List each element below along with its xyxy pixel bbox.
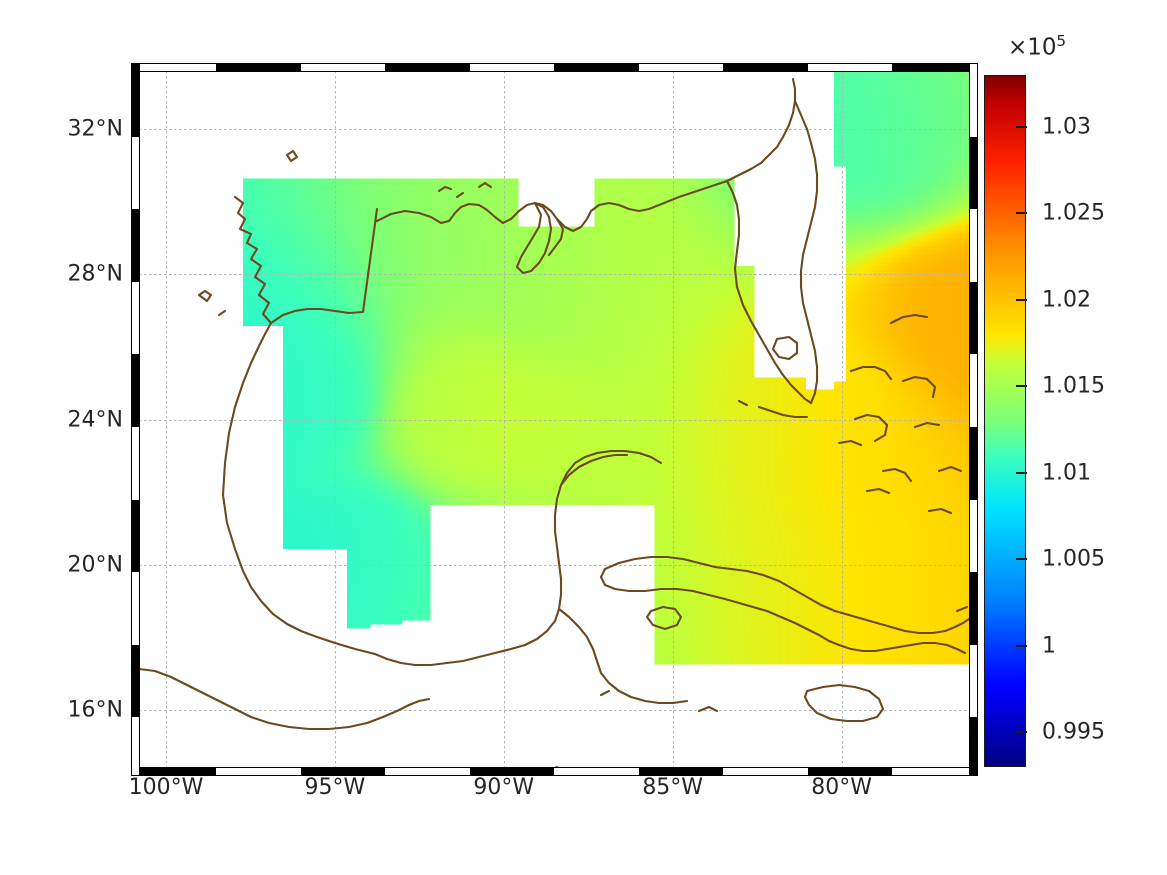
colorbar-tick-mark bbox=[1016, 731, 1027, 734]
colorbar-tick-label-1.025: 1.025 bbox=[1042, 200, 1105, 226]
map-border-right bbox=[969, 63, 978, 776]
border-segment bbox=[970, 64, 977, 137]
border-segment bbox=[638, 768, 724, 775]
border-segment bbox=[970, 427, 977, 500]
border-segment bbox=[385, 768, 470, 775]
border-segment bbox=[970, 354, 977, 427]
border-segment bbox=[216, 768, 301, 775]
border-segment bbox=[807, 768, 893, 775]
border-segment bbox=[216, 64, 301, 71]
border-segment bbox=[132, 354, 139, 427]
border-segment bbox=[132, 136, 139, 210]
colorbar-tick-mark bbox=[1016, 385, 1027, 388]
border-segment bbox=[970, 209, 977, 282]
colorbar-tick-mark bbox=[1016, 558, 1027, 561]
x-tick-label-80°W: 80°W bbox=[811, 775, 872, 800]
map-border-bottom bbox=[131, 767, 978, 776]
colorbar-exponent-label: ×105 bbox=[1008, 32, 1066, 61]
colorbar-exponent-power: 5 bbox=[1056, 32, 1067, 50]
y-tick-label-16°N: 16°N bbox=[67, 697, 123, 723]
colorbar-tick-label-1.01: 1.01 bbox=[1042, 460, 1091, 486]
x-tick-label-90°W: 90°W bbox=[473, 775, 535, 800]
border-segment bbox=[970, 717, 977, 775]
y-tick-label-24°N: 24°N bbox=[67, 407, 123, 432]
map-axes[interactable] bbox=[139, 71, 970, 768]
border-segment bbox=[132, 768, 217, 775]
border-segment bbox=[132, 209, 139, 282]
border-segment bbox=[469, 64, 555, 71]
y-tick-label-28°N: 28°N bbox=[67, 261, 123, 287]
border-segment bbox=[723, 768, 808, 775]
border-segment bbox=[970, 572, 977, 645]
border-segment bbox=[132, 572, 139, 645]
y-tick-label-20°N: 20°N bbox=[67, 552, 123, 578]
border-segment bbox=[554, 768, 639, 775]
border-segment bbox=[638, 64, 724, 71]
border-segment bbox=[300, 768, 386, 775]
border-segment bbox=[132, 64, 217, 71]
colorbar-tick-label-1: 1 bbox=[1042, 633, 1056, 659]
border-segment bbox=[892, 64, 977, 71]
colorbar-gradient bbox=[985, 76, 1025, 766]
y-tick-label-32°N: 32°N bbox=[67, 116, 123, 142]
border-segment bbox=[385, 64, 470, 71]
border-segment bbox=[132, 644, 139, 718]
border-segment bbox=[723, 64, 808, 71]
x-tick-label-95°W: 95°W bbox=[304, 775, 366, 800]
colorbar[interactable] bbox=[984, 75, 1026, 767]
x-tick-label-85°W: 85°W bbox=[642, 775, 704, 800]
map-border-top bbox=[131, 63, 978, 72]
colorbar-tick-label-1.005: 1.005 bbox=[1042, 546, 1105, 572]
colorbar-tick-label-1.015: 1.015 bbox=[1042, 373, 1105, 399]
border-segment bbox=[892, 768, 977, 775]
border-segment bbox=[970, 281, 977, 355]
border-segment bbox=[132, 717, 139, 775]
colorbar-exponent-mantissa: ×10 bbox=[1008, 34, 1057, 61]
colorbar-tick-mark bbox=[1016, 471, 1027, 474]
colorbar-tick-mark bbox=[1016, 644, 1027, 647]
border-segment bbox=[469, 768, 555, 775]
border-segment bbox=[132, 281, 139, 355]
x-tick-label-100°W: 100°W bbox=[128, 775, 204, 800]
border-segment bbox=[300, 64, 386, 71]
border-segment bbox=[554, 64, 639, 71]
border-segment bbox=[970, 644, 977, 718]
map-border-left bbox=[131, 63, 140, 776]
border-segment bbox=[807, 64, 893, 71]
colorbar-tick-mark bbox=[1016, 125, 1027, 128]
border-segment bbox=[970, 499, 977, 573]
colorbar-tick-mark bbox=[1016, 212, 1027, 215]
border-segment bbox=[970, 136, 977, 210]
colorbar-tick-label-1.02: 1.02 bbox=[1042, 287, 1091, 313]
colorbar-tick-label-0.995: 0.995 bbox=[1042, 719, 1105, 745]
colorbar-tick-label-1.03: 1.03 bbox=[1042, 114, 1091, 140]
border-segment bbox=[132, 427, 139, 500]
border-segment bbox=[132, 499, 139, 573]
border-segment bbox=[132, 64, 139, 137]
colorbar-tick-mark bbox=[1016, 298, 1027, 301]
